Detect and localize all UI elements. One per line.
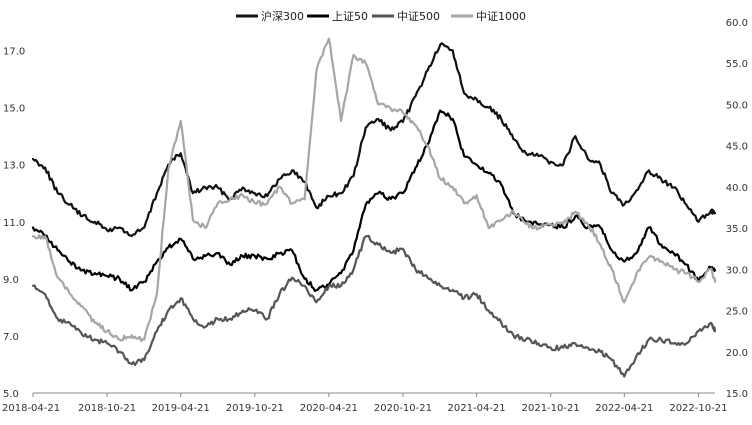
left-y-axis-ticks: 5.0 7.0 9.0 11.0 13.0 15.0 17.0 <box>3 47 25 400</box>
right-y-tick-label: 55.0 <box>726 59 748 70</box>
right-y-tick-label: 30.0 <box>726 265 748 276</box>
x-tick-label: 2019-10-21 <box>226 403 284 414</box>
x-tick-label: 2018-04-21 <box>2 403 60 414</box>
left-y-tick-label: 5.0 <box>3 389 19 400</box>
left-y-tick-label: 17.0 <box>3 47 25 58</box>
left-y-tick-label: 13.0 <box>3 161 25 172</box>
legend-label: 沪深300 <box>261 9 304 23</box>
x-tick-label: 2022-10-21 <box>669 403 727 414</box>
right-y-tick-label: 50.0 <box>726 100 748 111</box>
left-y-tick-label: 9.0 <box>3 275 19 286</box>
chart-legend: 沪深300 上证50 中证500 中证1000 <box>236 9 526 23</box>
right-y-tick-label: 15.0 <box>726 389 748 400</box>
right-y-tick-label: 40.0 <box>726 183 748 194</box>
x-tick-label: 2021-10-21 <box>522 403 580 414</box>
x-axis-ticks: 2018-04-21 2018-10-21 2019-04-21 2019-10-21… <box>2 393 727 414</box>
right-y-tick-label: 45.0 <box>726 142 748 153</box>
right-y-tick-label: 60.0 <box>726 18 748 29</box>
left-y-tick-label: 7.0 <box>3 332 19 343</box>
x-tick-label: 2018-10-21 <box>78 403 136 414</box>
series-line-2 <box>31 234 717 378</box>
series-lines <box>31 37 717 378</box>
x-tick-label: 2020-04-21 <box>300 403 358 414</box>
legend-label: 中证1000 <box>476 10 526 23</box>
series-line-0 <box>31 42 717 238</box>
legend-label: 中证500 <box>397 10 440 23</box>
right-y-tick-label: 35.0 <box>726 224 748 235</box>
right-y-tick-label: 25.0 <box>726 307 748 318</box>
right-y-tick-label: 20.0 <box>726 348 748 359</box>
legend-label: 上证50 <box>332 10 368 23</box>
left-y-tick-label: 15.0 <box>3 104 25 115</box>
series-line-1 <box>31 109 717 292</box>
x-tick-label: 2020-10-21 <box>374 403 432 414</box>
x-tick-label: 2019-04-21 <box>152 403 210 414</box>
x-tick-label: 2021-04-21 <box>448 403 506 414</box>
right-y-axis-ticks: 15.0 20.0 25.0 30.0 35.0 40.0 45.0 50.0 55.0 60.0 <box>726 18 748 400</box>
left-y-tick-label: 11.0 <box>3 218 25 229</box>
series-line-3 <box>31 37 717 342</box>
x-tick-label: 2022-04-21 <box>595 403 653 414</box>
